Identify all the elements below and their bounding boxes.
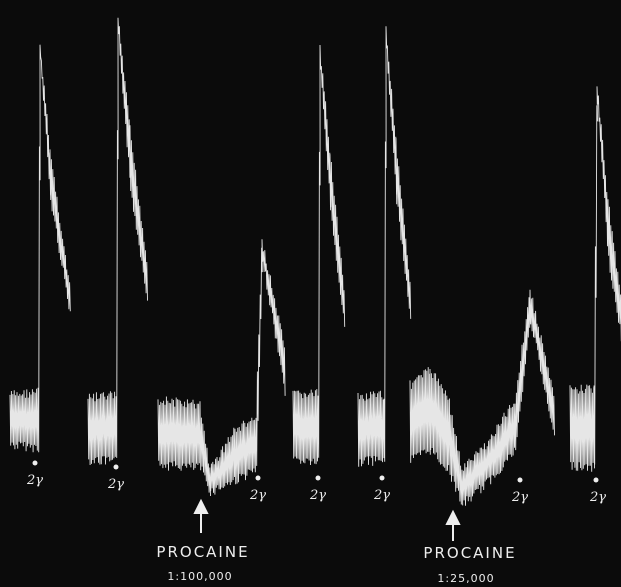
- annotation-concentration: 1:100,000: [167, 570, 232, 583]
- annotation-concentration: 1:25,000: [437, 572, 494, 585]
- marker-label: 2γ: [511, 490, 528, 505]
- annotation-label: PROCAINE: [156, 543, 249, 561]
- dot: [380, 476, 385, 481]
- dot: [518, 478, 523, 483]
- kymograph-figure: 2γ 2γ 2γ 2γ 2γ 2γ 2γ PROCAINE 1:100,000 …: [0, 0, 621, 587]
- marker-label: 2γ: [26, 473, 43, 488]
- marker-label: 2γ: [107, 477, 124, 492]
- dot: [594, 478, 599, 483]
- dot: [316, 476, 321, 481]
- marker-label: 2γ: [373, 488, 390, 503]
- dot: [114, 465, 119, 470]
- marker-label: 2γ: [309, 488, 326, 503]
- annotation-label: PROCAINE: [423, 544, 516, 562]
- marker-label: 2γ: [249, 488, 266, 503]
- dot: [33, 461, 38, 466]
- dot: [256, 476, 261, 481]
- marker-label: 2γ: [589, 490, 606, 505]
